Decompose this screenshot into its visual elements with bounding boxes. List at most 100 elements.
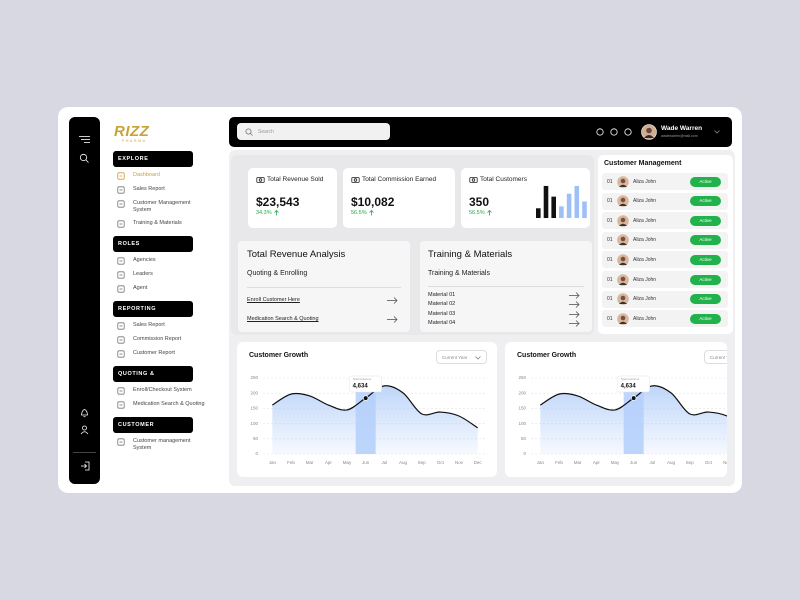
period-select[interactable]: Current Year [704, 350, 727, 364]
arrow-icon [569, 310, 580, 318]
nav-item[interactable]: Sales Report [106, 322, 222, 330]
icon-shape [469, 177, 478, 183]
icon-shape [393, 316, 398, 323]
stat-change-row: 56.5% [351, 210, 374, 216]
icon-shape [619, 223, 627, 226]
nav-icon [117, 271, 125, 279]
icon-shape [620, 217, 626, 222]
nav-label: Customer Management System [133, 200, 191, 213]
row-number: 01 [607, 237, 613, 244]
nav-icon [117, 172, 125, 180]
customer-name: Aliza John [633, 276, 657, 283]
icon-shape [273, 210, 279, 213]
x-tick-label: Oct [437, 460, 445, 465]
status-pill[interactable]: Active [690, 176, 721, 187]
stat-title: Total Revenue Sold [267, 175, 324, 183]
chevron [714, 130, 720, 134]
nav-item[interactable]: Agent [106, 285, 222, 293]
x-tick-label: Jun [630, 460, 638, 465]
status-pill[interactable]: Active [690, 196, 721, 207]
nav-label: Leaders [133, 271, 153, 277]
icon-shape [85, 159, 89, 163]
customer-row: 01 Aliza John Active [602, 271, 728, 288]
icon-shape [250, 132, 253, 136]
stat-icon [469, 177, 478, 183]
icon-shape [596, 128, 604, 136]
nav-icon [117, 322, 125, 330]
stat-change: 56.5% [469, 210, 485, 216]
bar [551, 196, 556, 218]
icon-shape [620, 295, 626, 301]
icon-shape [619, 301, 627, 305]
nav-item[interactable]: Customer Report [106, 350, 222, 358]
y-tick-label: 0 [523, 451, 526, 456]
nav-label: Commission Report [133, 336, 182, 342]
x-tick-label: Feb [555, 460, 563, 465]
x-tick-label: May [343, 460, 352, 465]
nav-icon [117, 438, 125, 446]
nav-label: Medication Search & Quoting [133, 401, 205, 407]
stat-value: 350 [469, 195, 490, 209]
material[interactable]: Material 02 [428, 301, 456, 308]
status-pill[interactable]: Active [690, 215, 721, 226]
x-tick-label: Jan [269, 460, 277, 465]
nav-label: Agent [133, 285, 148, 291]
icon-shape [368, 210, 374, 213]
y-tick-label: 100 [518, 421, 526, 426]
customer-row: 01 Aliza John Active [602, 231, 728, 249]
icon-shape [619, 262, 627, 265]
icon-shape [575, 292, 580, 299]
icon-shape [84, 463, 88, 469]
avatar [617, 312, 629, 325]
material[interactable]: Material 01 [428, 292, 456, 298]
status-pill[interactable]: Active [690, 254, 721, 265]
tooltip-value: 4,634 [621, 384, 637, 390]
nav-item[interactable]: Customer management System [106, 438, 222, 452]
nav-item[interactable]: Medication Search & Quoting [106, 401, 222, 409]
arrow-icon [387, 316, 398, 323]
status-pill[interactable]: Active [690, 313, 721, 324]
icon-shape [117, 257, 125, 265]
section-title: Training & Materials [428, 249, 513, 260]
nav-item[interactable]: Leaders [106, 271, 222, 279]
link[interactable]: Medication Search & Quoting [247, 316, 319, 322]
nav-label: Training & Materials [133, 220, 182, 226]
stat-icon [351, 177, 360, 183]
nav-item[interactable]: Customer Management System [106, 200, 222, 214]
material[interactable]: Material 04 [428, 319, 456, 326]
nav-item[interactable]: Agencies [106, 257, 222, 265]
tooltip [617, 375, 650, 393]
nav-item[interactable]: Commission Report [106, 336, 222, 344]
customer-name: Aliza John [633, 315, 657, 322]
chart-panel: Customer Growth Current Year 0 50 100 150 200 2… [237, 342, 497, 477]
stat-value: $10,082 [351, 195, 395, 209]
avatar [617, 214, 629, 227]
section-header: REPORTING [113, 301, 193, 317]
status-pill[interactable]: Active [690, 235, 721, 246]
up-arrow [486, 210, 492, 216]
icon-shape [714, 130, 720, 134]
user-email: wadewarren@mail.com [661, 133, 698, 138]
nav-icon [117, 200, 125, 208]
logout-icon [81, 461, 90, 471]
link[interactable]: Enroll Customer Here [247, 297, 300, 303]
search-icon [245, 128, 253, 136]
status-pill[interactable]: Active [690, 274, 721, 285]
nav-item[interactable]: Training & Materials [106, 220, 222, 228]
nav-item[interactable]: Sales Report [106, 186, 222, 194]
material[interactable]: Material 03 [428, 310, 456, 317]
period-select[interactable]: Current Year [436, 350, 487, 364]
chart-plot: 0 50 100 150 200 250 Jan Feb Mar Apr May Jun Jul Aug S… [518, 375, 727, 465]
icon-shape [117, 336, 125, 344]
icon-shape [80, 431, 89, 435]
stat-value: $23,543 [256, 195, 300, 209]
icon-shape [117, 186, 125, 194]
row-number: 01 [607, 198, 613, 205]
icon-shape [644, 135, 654, 138]
customer-row: 01 Aliza John Active [602, 212, 728, 230]
search-box[interactable]: Search [237, 123, 390, 140]
nav-item[interactable]: Dashboard [106, 172, 222, 180]
icon-shape [117, 172, 125, 180]
nav-item[interactable]: Enroll/Checkout System [106, 387, 222, 395]
status-pill[interactable]: Active [690, 294, 721, 305]
